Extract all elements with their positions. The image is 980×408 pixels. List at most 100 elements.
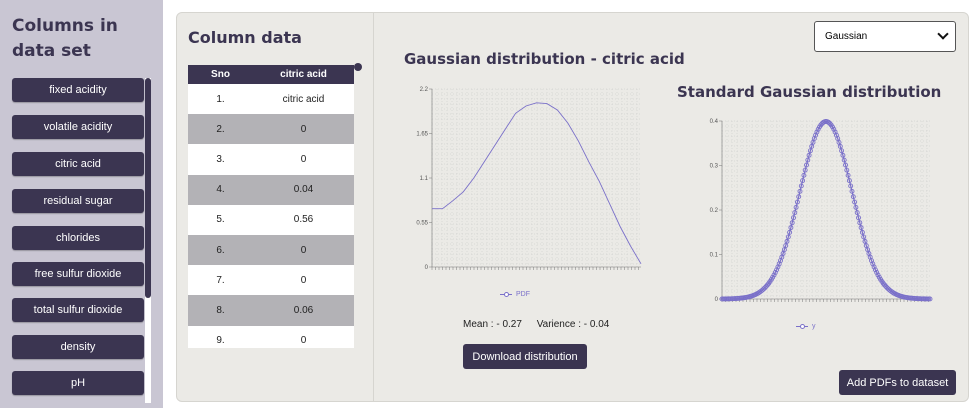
data-point xyxy=(759,287,765,293)
data-point xyxy=(849,188,855,194)
data-point xyxy=(850,194,856,200)
cell-sno: 8. xyxy=(216,304,225,316)
data-point xyxy=(814,129,820,135)
column-button-total-sulfur-dioxide[interactable]: total sulfur dioxide xyxy=(12,298,144,322)
data-point xyxy=(843,162,848,168)
data-point xyxy=(858,225,864,231)
table-row: 2. 0 xyxy=(188,114,354,145)
cell-sno: 3. xyxy=(216,153,225,165)
column-button-residual-sugar[interactable]: residual sugar xyxy=(12,189,144,213)
table-row: 5. 0.56 xyxy=(188,205,354,235)
sidebar: Columns in data set fixed acidity volati… xyxy=(0,0,163,408)
cell-sno: 2. xyxy=(216,123,225,135)
data-point xyxy=(761,286,767,292)
y-tick-label: 1.65 xyxy=(416,132,428,138)
series-line-pdf xyxy=(432,102,642,265)
y-tick-label: 0 xyxy=(425,265,429,271)
data-point xyxy=(854,210,860,216)
cell-value: 0.56 xyxy=(293,214,314,226)
data-point xyxy=(789,220,795,226)
variance-value: Varience : - 0.04 xyxy=(536,319,610,330)
data-point xyxy=(841,157,847,163)
data-point xyxy=(844,167,850,173)
cell-sno: 1. xyxy=(216,93,225,105)
gaussian-pdf-chart: 0 0.55 1.1 1.65 2.2 xyxy=(416,87,642,271)
data-point xyxy=(862,238,868,244)
data-point xyxy=(853,204,859,210)
data-point xyxy=(927,296,933,302)
cell-value: citric acid xyxy=(282,93,325,105)
header-sno: Sno xyxy=(211,69,230,80)
data-point xyxy=(846,178,852,184)
column-button-chlorides[interactable]: chlorides xyxy=(12,226,144,250)
data-point xyxy=(861,234,867,240)
cell-value: 0.06 xyxy=(293,304,314,316)
data-point xyxy=(771,272,777,278)
data-point xyxy=(802,167,808,173)
chevron-down-icon xyxy=(937,28,949,40)
data-point xyxy=(871,264,877,270)
data-point xyxy=(872,267,878,273)
column-button-ph[interactable]: pH xyxy=(12,371,144,395)
data-point xyxy=(874,270,880,275)
data-point xyxy=(791,215,796,221)
y-tick-label: 0.1 xyxy=(710,253,719,259)
data-point xyxy=(785,234,791,240)
legend-label-y: y xyxy=(812,323,816,330)
gaussian-chart-legend: PDF xyxy=(500,291,530,298)
column-button-free-sulfur-dioxide[interactable]: free sulfur dioxide xyxy=(12,262,144,286)
cell-value: 0 xyxy=(300,244,307,256)
table-row: 6. 0 xyxy=(188,234,354,266)
table-header: Sno citric acid xyxy=(188,65,354,84)
data-point xyxy=(793,204,799,210)
data-point xyxy=(798,183,804,189)
y-tick-label: 2.2 xyxy=(420,87,429,93)
data-point xyxy=(794,199,800,205)
data-point xyxy=(826,119,832,125)
cell-value: 0 xyxy=(300,153,307,165)
data-point xyxy=(831,126,837,132)
download-distribution-button[interactable]: Download distribution xyxy=(463,344,587,369)
column-button-citric-acid[interactable]: citric acid xyxy=(12,152,144,176)
data-point xyxy=(884,285,890,291)
y-tick-label: 1.1 xyxy=(420,176,429,182)
column-data-title: Column data xyxy=(188,28,302,47)
standard-gaussian-title: Standard Gaussian distribution xyxy=(677,83,942,101)
cell-sno: 4. xyxy=(216,184,225,196)
y-tick-label: 0.55 xyxy=(416,221,428,227)
data-point xyxy=(762,285,768,291)
data-point xyxy=(796,194,802,200)
legend-label-pdf: PDF xyxy=(516,291,530,298)
mean-value: Mean : - 0.27 xyxy=(463,319,522,330)
data-point xyxy=(883,283,889,289)
cell-sno: 5. xyxy=(216,214,225,226)
legend-marker-icon xyxy=(796,324,808,329)
y-tick-label: 0.4 xyxy=(710,119,719,125)
data-point xyxy=(852,199,858,205)
cell-sno: 6. xyxy=(216,244,225,256)
data-point xyxy=(805,157,811,163)
sidebar-scrollbar-thumb[interactable] xyxy=(145,78,151,298)
column-button-volatile-acidity[interactable]: volatile acidity xyxy=(12,115,144,139)
data-point xyxy=(801,172,807,178)
data-point xyxy=(784,238,790,244)
table-row: 9. 0 xyxy=(188,326,354,349)
cell-value: 0 xyxy=(300,274,307,286)
add-pdfs-button[interactable]: Add PDFs to dataset xyxy=(839,370,956,395)
header-value: citric acid xyxy=(280,69,327,80)
distribution-select[interactable]: Gaussian xyxy=(814,21,956,52)
table-scroll-knob[interactable] xyxy=(354,63,362,71)
column-button-density[interactable]: density xyxy=(12,335,144,359)
panel-divider xyxy=(373,12,374,402)
data-point xyxy=(840,152,846,158)
column-data-table: Sno citric acid 1. citric acid 2. 0 3. 0 4.… xyxy=(188,65,354,348)
table-row: 7. 0 xyxy=(188,265,354,295)
column-button-fixed-acidity[interactable]: fixed acidity xyxy=(12,78,144,102)
cell-value: 0.04 xyxy=(293,184,314,196)
table-row: 8. 0.06 xyxy=(188,295,354,326)
data-point xyxy=(856,215,861,221)
cell-value: 0 xyxy=(300,335,307,347)
data-point xyxy=(806,152,812,158)
data-point xyxy=(792,210,798,216)
distribution-stats: Mean : - 0.27 Varience : - 0.04 xyxy=(463,319,621,330)
